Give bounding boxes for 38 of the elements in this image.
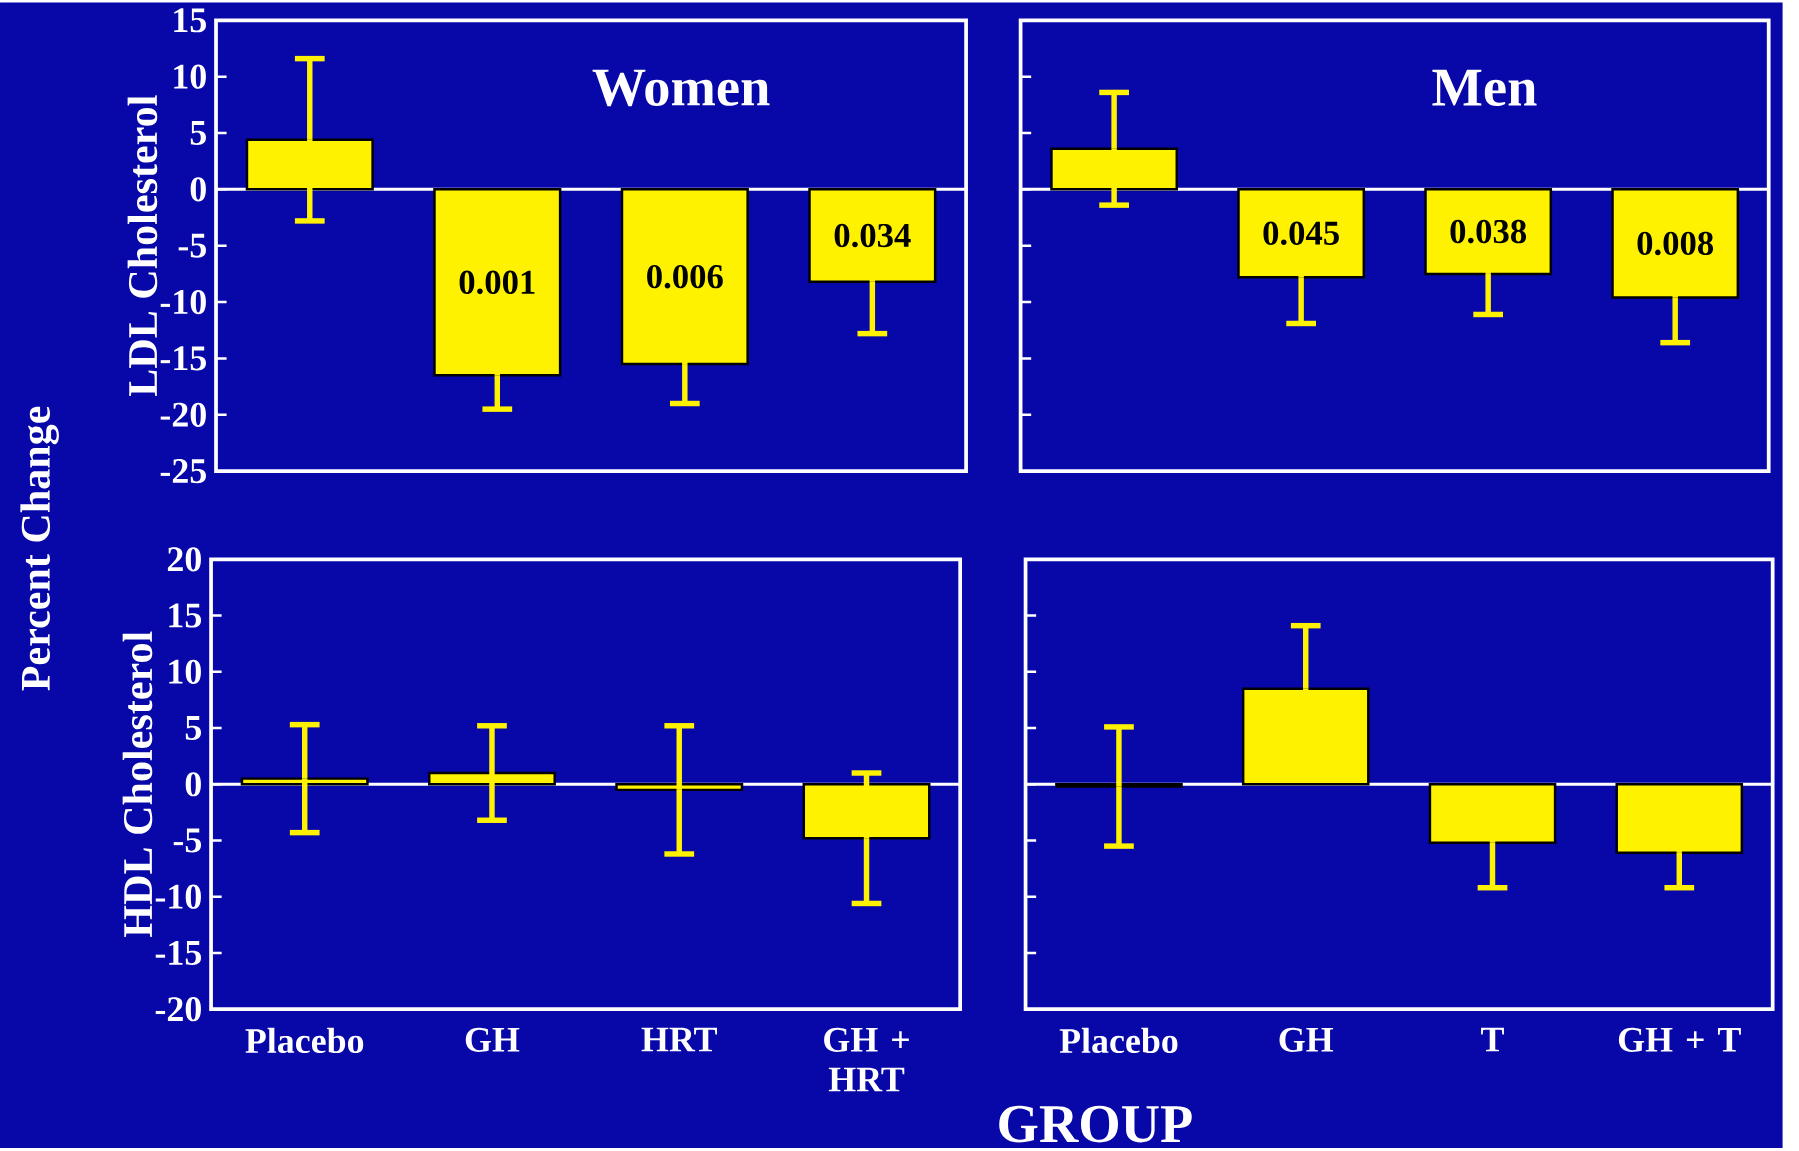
text: GROUP <box>999 1105 1192 1143</box>
y-tick-label: 5 <box>190 121 206 146</box>
annotation: 0.001 <box>459 270 535 295</box>
annotation: 0.006 <box>647 265 723 289</box>
y-axis-title: HDL Cholesterol <box>122 631 153 938</box>
x-tick-label: GH <box>1279 1028 1334 1053</box>
y-tick-label: 20 <box>167 547 201 572</box>
text: Men <box>1432 69 1537 107</box>
y-tick-label: -25 <box>160 459 206 484</box>
y-tick-label: 15 <box>169 603 202 628</box>
x-tick-label: GH <box>465 1028 520 1053</box>
x-tick-label: Placebo <box>1059 1027 1178 1054</box>
y-tick-label: 10 <box>169 659 201 685</box>
annotation: 0.038 <box>1450 219 1527 244</box>
annotation: 0.034 <box>834 223 911 248</box>
y-tick-label: -15 <box>160 346 206 371</box>
y-tick-label: -20 <box>155 997 201 1022</box>
annotation: 0.008 <box>1637 231 1714 256</box>
y-axis-title: LDL Cholesterol <box>127 95 158 397</box>
x-tick-label: GH + HRT <box>824 1028 909 1092</box>
annotation: 0.045 <box>1263 221 1339 246</box>
y-tick-label: 0 <box>185 772 201 797</box>
x-tick-label: T <box>1481 1027 1504 1052</box>
y-tick-label: -5 <box>173 828 202 853</box>
text: Percent Change <box>20 406 59 691</box>
x-tick-label: HRT <box>641 1027 718 1052</box>
y-tick-label: -10 <box>155 884 201 909</box>
y-tick-label: 5 <box>185 716 202 741</box>
y-tick-label: -20 <box>160 402 206 428</box>
y-tick-label: 0 <box>190 177 206 202</box>
y-tick-label: 15 <box>174 8 206 33</box>
y-tick-label: -5 <box>178 233 206 258</box>
y-tick-label: -10 <box>160 290 206 315</box>
y-tick-label: 10 <box>174 64 206 89</box>
y-tick-label: -15 <box>155 941 202 966</box>
x-tick-label: Placebo <box>245 1027 364 1054</box>
x-tick-label: GH + T <box>1618 1028 1741 1053</box>
text: Women <box>592 69 770 107</box>
